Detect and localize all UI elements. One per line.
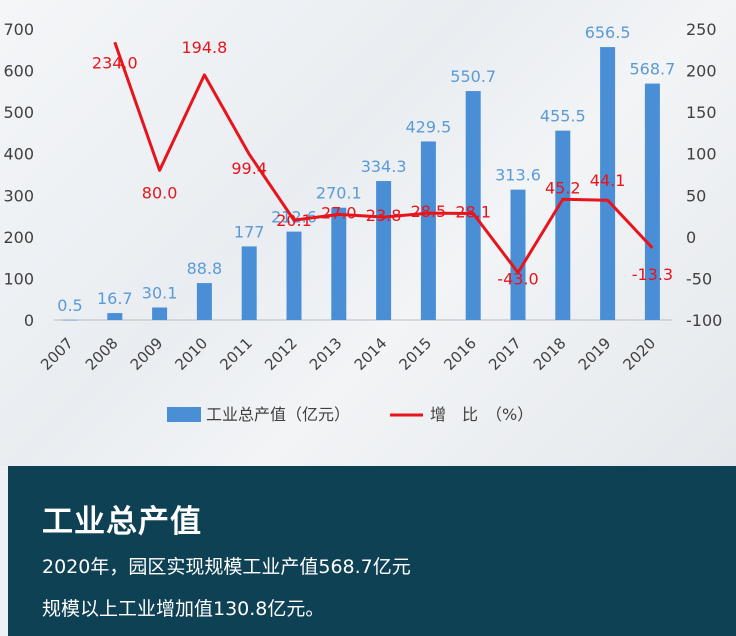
x-axis-tick: 2009 <box>127 334 167 374</box>
bar-data-label: 270.1 <box>316 184 362 203</box>
chart-area: 0 100 200 300 400 500 600 700 -100 -50 0 50 100 150 20… <box>0 0 736 466</box>
x-axis-tick: 2016 <box>440 334 480 374</box>
left-axis-tick: 0 <box>24 311 34 330</box>
line-data-label: 194.8 <box>181 38 227 57</box>
bar-data-label: 656.5 <box>585 23 631 42</box>
legend-bar-label: 工业总产值（亿元） <box>206 405 350 424</box>
bar-data-label: 568.7 <box>629 60 675 79</box>
bar <box>420 141 436 320</box>
line-data-label: 20.1 <box>276 211 312 230</box>
x-axis-tick: 2015 <box>395 334 435 374</box>
info-title: 工业总产值 <box>42 504 202 540</box>
bar <box>152 307 168 320</box>
bar-data-label: 88.8 <box>187 259 223 278</box>
line-data-label: -13.3 <box>632 265 673 284</box>
bar-data-label: 0.5 <box>57 296 82 315</box>
x-axis-tick: 2019 <box>575 334 615 374</box>
info-line-2: 规模以上工业增加值130.8亿元。 <box>42 598 325 620</box>
right-axis-tick: 200 <box>686 62 717 81</box>
bar <box>196 283 212 320</box>
bar <box>555 130 571 320</box>
x-axis-tick: 2020 <box>619 334 659 374</box>
line-data-label: -43.0 <box>497 270 538 289</box>
x-axis-tick: 2012 <box>261 334 301 374</box>
left-axis-tick: 700 <box>3 20 34 39</box>
bar <box>241 246 257 320</box>
right-axis-tick: 50 <box>686 186 706 205</box>
bar-data-label: 455.5 <box>540 107 586 126</box>
line-data-label: 45.2 <box>545 178 581 197</box>
line-data-label: 23.8 <box>366 206 402 225</box>
legend-bar-swatch <box>167 407 201 422</box>
chart: 0 100 200 300 400 500 600 700 -100 -50 0 50 100 150 20… <box>3 20 722 424</box>
x-axis-tick: 2011 <box>216 334 256 374</box>
bar-data-label: 429.5 <box>405 117 451 136</box>
x-axis-tick: 2013 <box>306 334 346 374</box>
bar <box>644 83 660 320</box>
right-axis-tick: 250 <box>686 20 717 39</box>
line-data-label: 27.0 <box>321 203 357 222</box>
bar-data-label: 550.7 <box>450 67 496 86</box>
bar-data-label: 177 <box>234 222 265 241</box>
right-axis-tick: -50 <box>686 269 712 288</box>
left-axis-tick: 100 <box>3 269 34 288</box>
line-data-label: 80.0 <box>142 183 178 202</box>
bar-data-label: 313.6 <box>495 166 541 185</box>
x-axis-tick: 2010 <box>171 334 211 374</box>
right-axis-tick: 0 <box>686 228 696 247</box>
right-axis-tick: 100 <box>686 145 717 164</box>
bar-data-label: 212.6 <box>271 208 317 227</box>
growth-line <box>113 41 654 275</box>
line-data-label: 28.1 <box>455 202 491 221</box>
left-axis-tick: 200 <box>3 228 34 247</box>
right-axis-tick: -100 <box>686 311 722 330</box>
left-axis-tick: 600 <box>3 62 34 81</box>
x-axis-tick: 2018 <box>530 334 570 374</box>
left-axis-tick: 400 <box>3 145 34 164</box>
x-axis-tick: 2008 <box>82 334 122 374</box>
bar <box>286 231 302 320</box>
bar <box>600 47 616 321</box>
line-data-label: 28.5 <box>411 202 447 221</box>
legend-line-label: 增 比 （%） <box>430 405 533 424</box>
bar <box>331 207 347 320</box>
info-line-1: 2020年，园区实现规模工业产值568.7亿元 <box>42 556 411 578</box>
x-axis-tick: 2007 <box>37 334 77 374</box>
right-axis-tick: 150 <box>686 103 717 122</box>
bar <box>510 189 526 320</box>
left-axis-tick: 300 <box>3 186 34 205</box>
left-axis-tick: 500 <box>3 103 34 122</box>
info-panel: 工业总产值 2020年，园区实现规模工业产值568.7亿元 规模以上工业增加值1… <box>8 466 736 636</box>
x-axis-tick: 2014 <box>351 334 391 374</box>
line-data-label: 234.0 <box>92 53 138 72</box>
bar-data-label: 334.3 <box>361 157 407 176</box>
bar <box>62 319 78 321</box>
bar <box>465 91 481 321</box>
bar <box>376 181 392 320</box>
line-data-label: 99.4 <box>231 159 267 178</box>
bar <box>107 313 123 320</box>
bar-data-label: 16.7 <box>97 289 133 308</box>
x-axis-tick: 2017 <box>485 334 525 374</box>
bar-data-label: 30.1 <box>142 283 178 302</box>
line-data-label: 44.1 <box>590 171 626 190</box>
